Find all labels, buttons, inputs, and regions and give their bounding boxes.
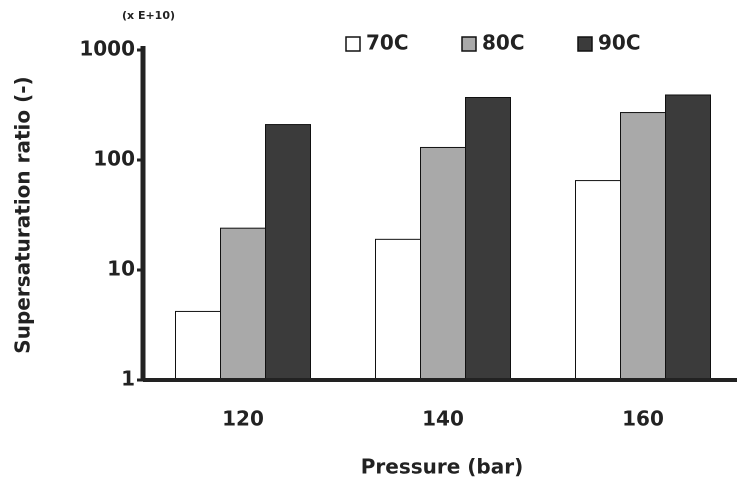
y-tick-label: 10: [107, 257, 135, 281]
annotation: (x E+10): [122, 9, 175, 22]
x-tick-label: 120: [222, 407, 264, 431]
legend-swatch: [577, 36, 593, 52]
bar: [620, 112, 666, 381]
x-tick-label: 160: [622, 407, 664, 431]
legend-label: 80C: [482, 31, 525, 55]
bar: [465, 96, 511, 381]
bar: [420, 146, 466, 381]
bar: [175, 310, 221, 381]
y-tick-label: 1000: [79, 37, 135, 61]
bar: [375, 238, 421, 381]
legend-label: 70C: [366, 31, 409, 55]
bar: [665, 94, 711, 381]
bar: [220, 227, 266, 381]
y-tick-label: 1: [121, 367, 135, 391]
bar: [575, 180, 621, 381]
y-tick-label: 100: [93, 147, 135, 171]
y-axis-label: Supersaturation ratio (-): [11, 76, 35, 353]
legend-swatch: [345, 36, 361, 52]
legend-swatch: [461, 36, 477, 52]
legend-label: 90C: [598, 31, 641, 55]
bar: [265, 124, 311, 381]
x-tick-label: 140: [422, 407, 464, 431]
x-axis-label: Pressure (bar): [361, 455, 523, 479]
